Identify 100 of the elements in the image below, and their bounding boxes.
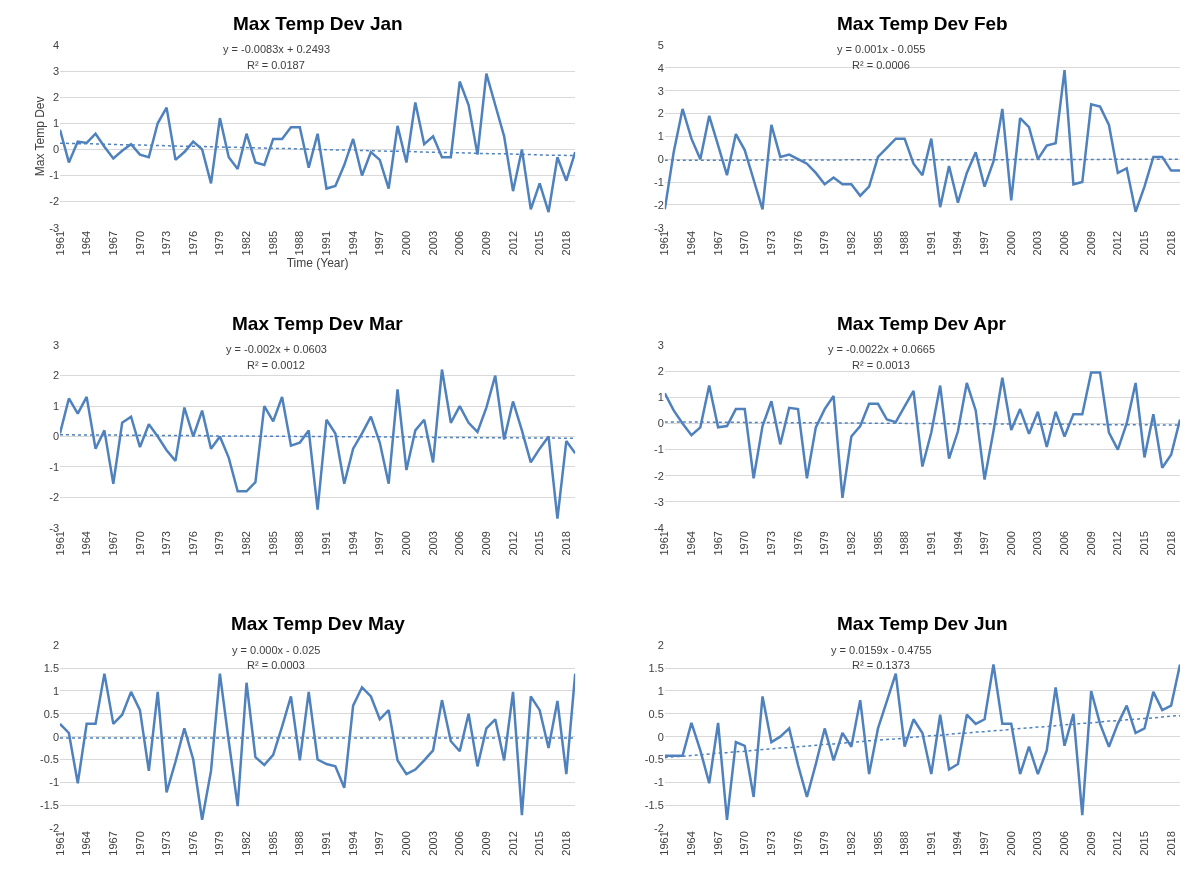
x-tick-label: 2003 [426, 230, 439, 256]
annotation: y = -0.0083x + 0.2493 [223, 43, 331, 55]
x-tick-label: 2000 [1004, 831, 1017, 856]
y-tick-label: 1.5 [648, 661, 664, 674]
annotation: R² = 0.0003 [247, 659, 305, 671]
y-tick-label: 2 [52, 91, 59, 104]
x-tick-label: 2003 [426, 531, 439, 556]
y-tick-label: -3 [654, 495, 664, 508]
x-tick-label: 1973 [160, 531, 173, 556]
x-tick-label: 2000 [400, 531, 413, 556]
x-tick-label: 1997 [373, 230, 386, 256]
x-tick-label: 2018 [1164, 531, 1177, 556]
x-tick-label: 2006 [1058, 831, 1071, 856]
x-tick-label: 1973 [764, 230, 777, 256]
y-axis-title: Max Temp Dev [32, 96, 47, 177]
x-tick-label: 1994 [346, 831, 359, 856]
y-tick-label: 3 [657, 339, 664, 351]
x-tick-label: 2015 [533, 531, 546, 556]
y-tick-label: -3 [49, 221, 59, 234]
y-tick-label: -1 [654, 443, 664, 456]
y-tick-label: -1 [49, 169, 59, 182]
x-tick-label: 2006 [453, 531, 466, 556]
x-tick-label: 2003 [1031, 831, 1044, 856]
x-tick-label: 1988 [898, 230, 911, 256]
x-tick-label: 1982 [844, 531, 857, 556]
x-tick-label: 1997 [373, 831, 386, 856]
x-tick-label: 2003 [1031, 531, 1044, 556]
y-tick-label: 0 [657, 153, 664, 166]
y-tick-label: -4 [654, 521, 664, 534]
x-tick-label: 1967 [106, 230, 119, 256]
x-tick-label: 1973 [764, 831, 777, 856]
x-tick-label: 1970 [133, 230, 146, 256]
x-tick-label: 1985 [266, 831, 279, 856]
y-tick-label: 1 [657, 684, 664, 697]
x-tick-label: 1976 [791, 531, 804, 556]
chart-title: Max Temp Dev Jan [233, 13, 403, 34]
x-tick-label: 2003 [426, 831, 439, 856]
x-tick-label: 2012 [1111, 831, 1124, 856]
x-tick-label: 1967 [711, 831, 724, 856]
x-tick-label: 1997 [978, 230, 991, 256]
y-tick-label: -2 [49, 821, 59, 834]
x-tick-label: 2009 [479, 230, 492, 256]
x-tick-label: 1985 [871, 230, 884, 256]
x-tick-label: 2009 [479, 831, 492, 856]
x-tick-label: 1985 [871, 831, 884, 856]
annotation: y = 0.0159x - 0.4755 [831, 644, 932, 656]
annotation: R² = 0.0012 [247, 359, 305, 371]
x-tick-label: 1976 [791, 230, 804, 256]
x-tick-label: 1991 [924, 831, 937, 856]
x-tick-label: 2018 [1164, 831, 1177, 856]
y-tick-label: 0.5 [43, 707, 59, 720]
x-tick-label: 2015 [533, 831, 546, 856]
y-tick-label: 0 [52, 730, 59, 743]
x-tick-label: 2015 [1138, 831, 1151, 856]
x-tick-label: 2006 [1058, 230, 1071, 256]
y-tick-label: 1 [52, 399, 59, 412]
x-tick-label: 1973 [160, 831, 173, 856]
x-tick-label: 1976 [791, 831, 804, 856]
x-tick-label: 2009 [1084, 831, 1097, 856]
x-tick-label: 1970 [133, 531, 146, 556]
x-tick-label: 1982 [844, 831, 857, 856]
x-tick-label: 1985 [871, 531, 884, 556]
x-tick-label: 1994 [951, 531, 964, 556]
x-tick-label: 1976 [186, 531, 199, 556]
chart-title: Max Temp Dev Jun [837, 613, 1008, 634]
x-tick-label: 1979 [213, 230, 226, 256]
x-tick-label: 1964 [80, 230, 93, 256]
y-tick-label: 1 [52, 684, 59, 697]
x-tick-label: 1985 [266, 531, 279, 556]
y-tick-label: -1 [49, 776, 59, 789]
y-tick-label: -1.5 [644, 799, 664, 812]
x-tick-label: 2000 [400, 230, 413, 256]
y-tick-label: -0.5 [644, 753, 664, 766]
y-tick-label: 1.5 [43, 661, 59, 674]
x-tick-label: 1967 [106, 531, 119, 556]
x-tick-label: 2015 [1138, 531, 1151, 556]
x-tick-label: 1997 [373, 531, 386, 556]
x-tick-label: 1979 [818, 831, 831, 856]
y-tick-label: 0 [52, 430, 59, 443]
y-tick-label: 0 [657, 730, 664, 743]
y-tick-label: 4 [52, 38, 59, 51]
y-tick-label: 2 [657, 639, 664, 652]
x-tick-label: 2003 [1031, 230, 1044, 256]
x-tick-label: 2015 [533, 230, 546, 256]
x-tick-label: 2018 [559, 831, 572, 856]
x-tick-label: 1994 [346, 531, 359, 556]
x-tick-label: 1982 [844, 230, 857, 256]
x-tick-label: 1967 [711, 230, 724, 256]
x-tick-label: 1964 [685, 531, 698, 556]
x-tick-label: 1973 [764, 531, 777, 556]
x-tick-label: 1988 [898, 531, 911, 556]
y-tick-label: 3 [52, 64, 59, 77]
x-tick-label: 1979 [818, 230, 831, 256]
y-tick-label: -1 [654, 175, 664, 188]
x-tick-label: 1982 [240, 531, 253, 556]
x-tick-label: 2018 [1164, 230, 1177, 256]
x-tick-label: 2009 [1084, 230, 1097, 256]
x-tick-label: 1961 [53, 831, 66, 856]
annotation: y = -0.0022x + 0.0665 [828, 343, 936, 355]
y-tick-label: -1 [49, 460, 59, 473]
